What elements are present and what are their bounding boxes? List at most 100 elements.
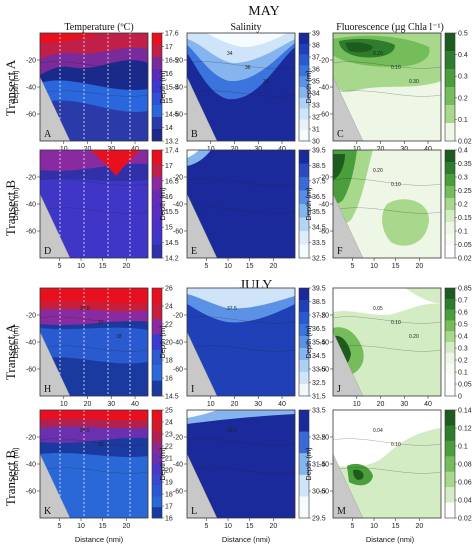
colorbar-tick-label: 36.5: [312, 194, 326, 201]
colorbar-tick-label: 26: [165, 286, 173, 293]
bathymetry-seafloor: [40, 76, 71, 141]
colorbar-segment: [445, 309, 455, 321]
colorbar-frame: [444, 32, 456, 142]
salinity-layer-1: [187, 410, 295, 424]
panel-E: E -20 -40 -60 Depth (m) 5 10 15 20 39.5 38.5 37.5 36…: [158, 148, 326, 271]
bathymetry-seafloor: [333, 331, 364, 396]
column-title-temperature: Temperature (ºC): [64, 22, 133, 33]
y-tick-label: -40: [26, 202, 36, 209]
colorbar-segment: [445, 33, 455, 52]
contour-label: 37.5: [227, 306, 237, 312]
colorbar-segment: [152, 410, 162, 422]
y-axis-label: Depth (m): [158, 70, 167, 104]
contour-line: [333, 90, 441, 97]
colorbar-tick-label: 14.2: [165, 256, 179, 263]
x-tick-label: 10: [77, 523, 85, 530]
contour-line: [40, 467, 148, 474]
colorbar-segment: [445, 210, 455, 223]
y-tick-label: -20: [26, 435, 36, 442]
y-tick-label: -20: [26, 58, 36, 65]
y-axis-label: Depth (m): [11, 187, 20, 221]
contour-field: [40, 33, 148, 141]
colorbar-segment: [152, 334, 162, 351]
colorbar-segment: [152, 45, 162, 58]
contour-line: [333, 438, 441, 446]
y-tick-label: -60: [26, 367, 36, 374]
x-tick-label: 15: [392, 523, 400, 530]
colorbar-segment: [445, 174, 455, 187]
colorbar-segment: [445, 363, 455, 375]
colorbar-tick-label: 38: [312, 43, 320, 50]
panel-K: 24.5 22 K -20 -40 -60 Depth (m) 5 10 15 20 25 24 23 22…: [11, 408, 173, 531]
colorbar: 0.85 0.7 0.6 0.5 0.4 0.3 0.2 0.1 0.05 0: [444, 286, 472, 401]
contour-line: [40, 178, 148, 186]
panel-letter: K: [44, 506, 52, 517]
row-label-may-transect-a: Transect A: [3, 59, 18, 116]
contour-line: [187, 467, 295, 474]
colorbar-segment: [445, 352, 455, 364]
colorbar-segment: [299, 87, 309, 99]
bathymetry-seafloor: [333, 453, 364, 518]
colorbar-tick-label: 37: [312, 55, 320, 62]
colorbar-segment: [299, 163, 309, 178]
colorbar-segment: [445, 456, 455, 473]
colorbar: 0.5 0.4 0.3 0.2 0.1 0.02: [444, 31, 472, 146]
colorbar-segment: [445, 162, 455, 175]
colorbar-tick-label: 15: [165, 98, 173, 105]
colorbar-segment: [152, 431, 162, 443]
x-tick-label: 20: [416, 523, 424, 530]
x-tick-label: 15: [99, 263, 107, 270]
colorbar-tick-label: 39.5: [312, 286, 326, 293]
fluor-layer-1: [333, 303, 441, 396]
salinity-layer-2: [187, 288, 295, 309]
y-tick-label: -20: [26, 175, 36, 182]
colorbar-segment: [152, 93, 162, 106]
colorbar-segment: [445, 425, 455, 442]
column-title-salinity: Salinity: [230, 22, 261, 33]
colorbar-segment: [152, 129, 162, 142]
y-tick-label: -20: [319, 58, 329, 65]
y-tick-label: -60: [173, 112, 183, 119]
fluor-surface-poor: [333, 410, 441, 467]
x-tick-label: 20: [123, 263, 131, 270]
colorbar-frame: [444, 287, 456, 397]
colorbar-tick-label: 0.85: [458, 286, 472, 293]
contour-line: [333, 61, 441, 69]
temp-layer-deep: [40, 357, 148, 396]
contour-field: [333, 33, 441, 141]
colorbar-tick-label: 17: [165, 44, 173, 51]
row-label-july-transect-a: Transect A: [3, 323, 18, 380]
colorbar-segment: [152, 69, 162, 82]
colorbar-tick-label: 21: [165, 456, 173, 463]
contour-field: [40, 410, 148, 518]
contour-line: [333, 345, 441, 352]
panel-F: 0.20 0.10 F -20 -40 -60 Depth (m) 5 10 15 20 0.4 0.3…: [304, 148, 472, 271]
colorbar-segment: [152, 117, 162, 130]
contour-line: [187, 207, 295, 214]
panel-letter: A: [44, 129, 52, 140]
colorbar-segment: [445, 440, 455, 457]
colorbar-segment: [152, 464, 162, 476]
colorbar-tick-label: 0.3: [458, 74, 468, 81]
contour-field: [333, 150, 441, 258]
contour-label: 22: [98, 442, 104, 448]
contour-label: 34: [227, 51, 233, 57]
contour-line: [333, 316, 441, 324]
y-tick-label: -40: [319, 462, 329, 469]
colorbar-segment: [445, 487, 455, 503]
colorbar-segment: [152, 231, 162, 245]
colorbar-tick-label: 35.5: [312, 209, 326, 216]
x-tick-label: 15: [246, 263, 254, 270]
colorbar-tick-label: 15.5: [165, 209, 179, 216]
colorbar-tick-label: 0.3: [458, 346, 468, 353]
y-tick-label: -20: [173, 175, 183, 182]
colorbar-segment: [445, 320, 455, 332]
contour-field: [40, 288, 148, 396]
colorbar-tick-label: 31: [312, 127, 320, 134]
panel-letter: I: [191, 384, 194, 395]
salinity-surface-fresh: [207, 33, 287, 47]
contour-line: [187, 316, 295, 324]
colorbar-tick-label: 0.05: [458, 382, 472, 389]
colorbar-tick-label: 36: [312, 67, 320, 74]
